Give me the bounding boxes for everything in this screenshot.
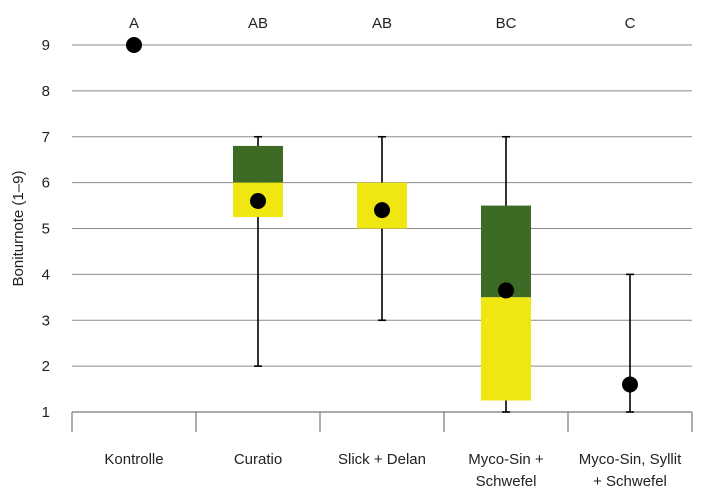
category-label: Myco-Sin + xyxy=(468,451,544,468)
category-labels: Kontrolle Curatio Slick + Delan Myco-Sin + S… xyxy=(104,451,682,489)
box-upper-quartile xyxy=(233,145,283,183)
y-tick-label: 4 xyxy=(42,266,50,283)
category-label: Myco-Sin, Syllit xyxy=(579,451,682,468)
y-tick-label: 9 xyxy=(42,37,50,54)
y-tick-label: 2 xyxy=(42,358,50,375)
category-label: Curatio xyxy=(234,451,282,468)
y-axis-ticks: 1 2 3 4 5 6 7 8 9 xyxy=(42,37,50,421)
y-tick-label: 1 xyxy=(42,404,50,421)
category-label: + Schwefel xyxy=(593,473,667,489)
mean-marker xyxy=(250,192,266,209)
y-tick-label: 5 xyxy=(42,221,50,238)
y-tick-label: 3 xyxy=(42,312,50,329)
group-letter: AB xyxy=(372,15,392,32)
box-lower-quartile xyxy=(481,297,531,401)
x-axis xyxy=(71,411,693,432)
mean-marker xyxy=(622,376,638,393)
group-letter: A xyxy=(129,15,139,32)
mean-marker xyxy=(126,37,142,53)
category-label: Kontrolle xyxy=(104,451,163,468)
y-tick-label: 8 xyxy=(42,83,50,100)
group-letter: AB xyxy=(248,15,268,32)
y-tick-label: 6 xyxy=(42,175,50,192)
data-marks xyxy=(126,37,638,413)
y-tick-label: 7 xyxy=(42,129,50,146)
category-label: Slick + Delan xyxy=(338,451,426,468)
mean-marker xyxy=(374,202,390,219)
significance-group-labels: A AB AB BC C xyxy=(129,15,636,32)
y-axis-title: Boniturnote (1–9) xyxy=(10,171,27,287)
group-letter: BC xyxy=(496,15,517,32)
mean-marker xyxy=(498,282,514,299)
category-label: Schwefel xyxy=(476,473,537,489)
group-letter: C xyxy=(625,15,636,32)
box-upper-quartile xyxy=(481,205,531,298)
